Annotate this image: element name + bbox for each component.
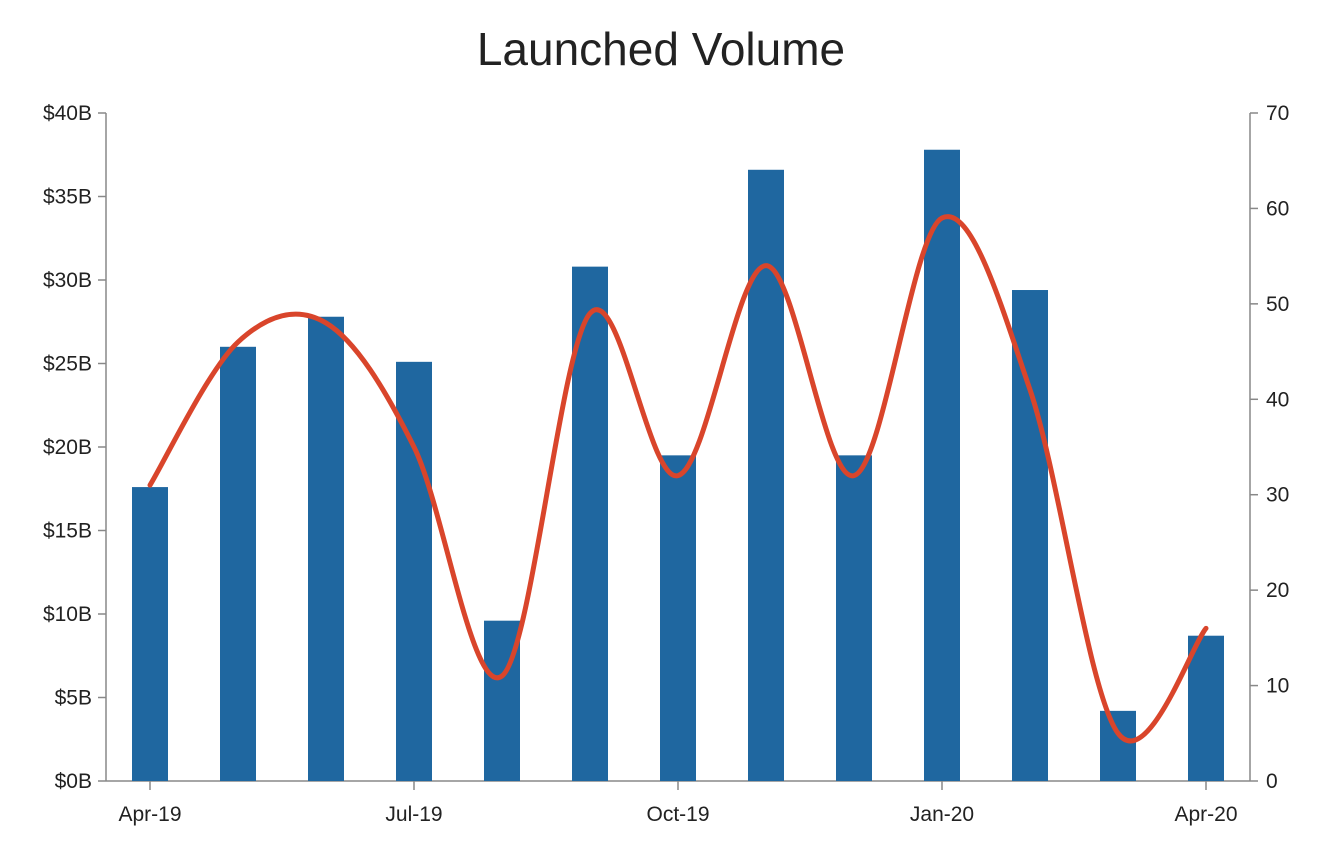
bar bbox=[836, 455, 872, 781]
bar bbox=[132, 487, 168, 781]
bar bbox=[308, 316, 344, 781]
bar bbox=[1012, 290, 1048, 781]
y-right-tick-label: 30 bbox=[1266, 484, 1289, 507]
y-left-tick-label: $15B bbox=[43, 520, 92, 543]
bar bbox=[1100, 710, 1136, 781]
y-right-tick-label: 40 bbox=[1266, 388, 1289, 411]
count-line bbox=[147, 214, 1209, 744]
y-right-tick-label: 70 bbox=[1266, 102, 1289, 125]
y-left-tick-label: $5B bbox=[55, 687, 92, 710]
y-right-tick-label: 0 bbox=[1266, 770, 1278, 793]
bar bbox=[1188, 635, 1224, 781]
y-left-tick-label: $35B bbox=[43, 186, 92, 209]
y-right-tick-label: 50 bbox=[1266, 293, 1289, 316]
x-tick-label: Apr-19 bbox=[118, 803, 181, 826]
y-right-tick-label: 60 bbox=[1266, 197, 1289, 220]
y-left-tick-label: $0B bbox=[55, 770, 92, 793]
y-right-tick-label: 20 bbox=[1266, 579, 1289, 602]
x-tick-label: Apr-20 bbox=[1174, 803, 1237, 826]
bar bbox=[572, 266, 608, 781]
x-tick-label: Oct-19 bbox=[646, 803, 709, 826]
y-left-tick-label: $10B bbox=[43, 603, 92, 626]
y-left-tick-label: $20B bbox=[43, 436, 92, 459]
bar bbox=[748, 169, 784, 781]
y-left-tick-label: $30B bbox=[43, 269, 92, 292]
x-tick-label: Jul-19 bbox=[385, 803, 442, 826]
bar bbox=[220, 346, 256, 781]
y-right-tick-label: 10 bbox=[1266, 675, 1289, 698]
bar bbox=[396, 361, 432, 781]
x-tick-label: Jan-20 bbox=[910, 803, 974, 826]
bar bbox=[924, 149, 960, 782]
chart-title: Launched Volume bbox=[476, 23, 846, 75]
y-left-tick-label: $25B bbox=[43, 353, 92, 376]
y-left-tick-label: $40B bbox=[43, 102, 92, 125]
bar bbox=[660, 455, 696, 781]
